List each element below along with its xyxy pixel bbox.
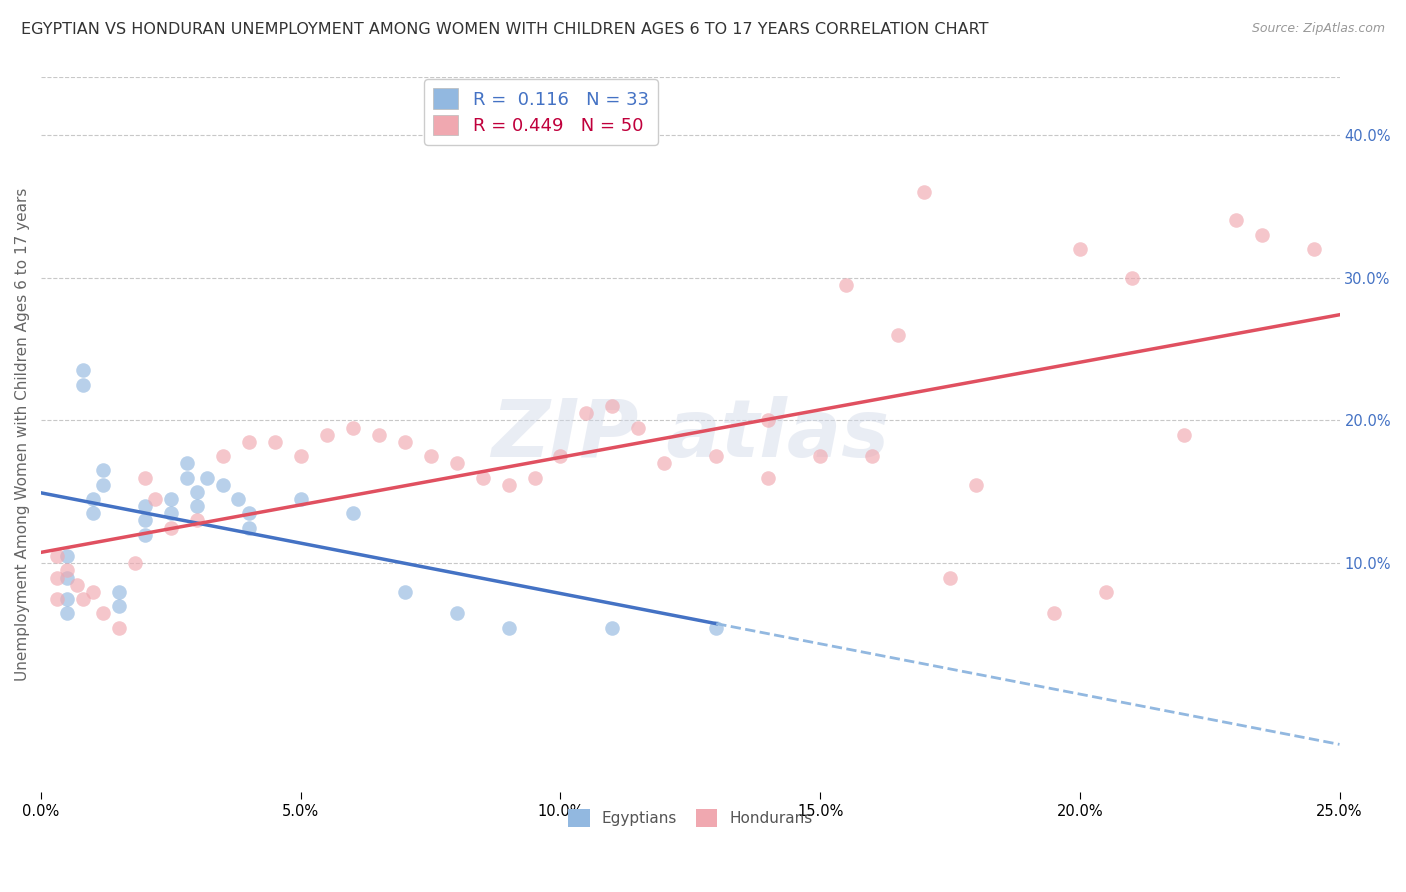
Point (45, 571, 67, 585)
Point (124, 557, 146, 571)
Point (756, 413, 779, 427)
Point (1043, 607, 1066, 621)
Point (82, 491, 104, 506)
Point (160, 506, 183, 520)
Point (756, 470, 779, 484)
Point (176, 470, 198, 484)
Point (860, 449, 883, 463)
Point (176, 456, 198, 470)
Point (82, 585, 104, 599)
Point (315, 427, 337, 442)
Point (238, 506, 260, 520)
Point (212, 449, 235, 463)
Point (602, 621, 624, 635)
Point (45, 549, 67, 564)
Point (72, 377, 94, 392)
Point (446, 456, 468, 470)
Point (228, 491, 250, 506)
Point (523, 470, 546, 484)
Point (134, 470, 156, 484)
Point (186, 484, 208, 499)
Point (602, 399, 624, 413)
Point (134, 513, 156, 527)
Point (627, 420, 650, 434)
Point (195, 470, 218, 484)
Point (56, 549, 79, 564)
Point (939, 571, 962, 585)
Text: Source: ZipAtlas.com: Source: ZipAtlas.com (1251, 22, 1385, 36)
Point (72, 592, 94, 607)
Point (238, 520, 260, 534)
Point (367, 427, 389, 442)
Point (498, 621, 520, 635)
Point (145, 491, 167, 506)
Point (808, 449, 831, 463)
Point (1094, 585, 1116, 599)
Point (1121, 270, 1143, 285)
Point (56, 592, 79, 607)
Point (965, 477, 987, 491)
Point (93, 477, 115, 491)
Point (419, 449, 441, 463)
Point (93, 463, 115, 477)
Point (108, 621, 131, 635)
Point (394, 434, 416, 449)
Legend: Egyptians, Hondurans: Egyptians, Hondurans (561, 801, 820, 834)
Point (56, 564, 79, 578)
Point (263, 434, 285, 449)
Point (471, 470, 494, 484)
Point (134, 527, 156, 541)
Point (342, 420, 364, 434)
Point (1250, 227, 1272, 242)
Point (108, 585, 131, 599)
Point (394, 585, 416, 599)
Point (575, 406, 598, 420)
Text: ZIP atlas: ZIP atlas (491, 396, 890, 474)
Point (1225, 213, 1247, 227)
Point (56, 571, 79, 585)
Point (108, 599, 131, 614)
Point (290, 449, 312, 463)
Point (887, 327, 910, 342)
Point (550, 449, 572, 463)
Point (912, 185, 935, 199)
Point (212, 477, 235, 491)
Point (186, 513, 208, 527)
Point (1173, 427, 1195, 442)
Point (82, 506, 104, 520)
Point (66, 578, 89, 592)
Point (134, 499, 156, 513)
Point (704, 621, 727, 635)
Point (160, 520, 183, 534)
Point (654, 456, 676, 470)
Point (72, 363, 94, 377)
Point (342, 506, 364, 520)
Y-axis label: Unemployment Among Women with Children Ages 6 to 17 years: Unemployment Among Women with Children A… (15, 188, 30, 681)
Point (160, 491, 183, 506)
Point (446, 607, 468, 621)
Point (56, 607, 79, 621)
Point (835, 277, 858, 292)
Point (1302, 242, 1324, 256)
Point (704, 449, 727, 463)
Point (238, 434, 260, 449)
Point (290, 491, 312, 506)
Point (186, 499, 208, 513)
Text: EGYPTIAN VS HONDURAN UNEMPLOYMENT AMONG WOMEN WITH CHILDREN AGES 6 TO 17 YEARS C: EGYPTIAN VS HONDURAN UNEMPLOYMENT AMONG … (21, 22, 988, 37)
Point (1069, 242, 1091, 256)
Point (93, 607, 115, 621)
Point (498, 477, 520, 491)
Point (45, 592, 67, 607)
